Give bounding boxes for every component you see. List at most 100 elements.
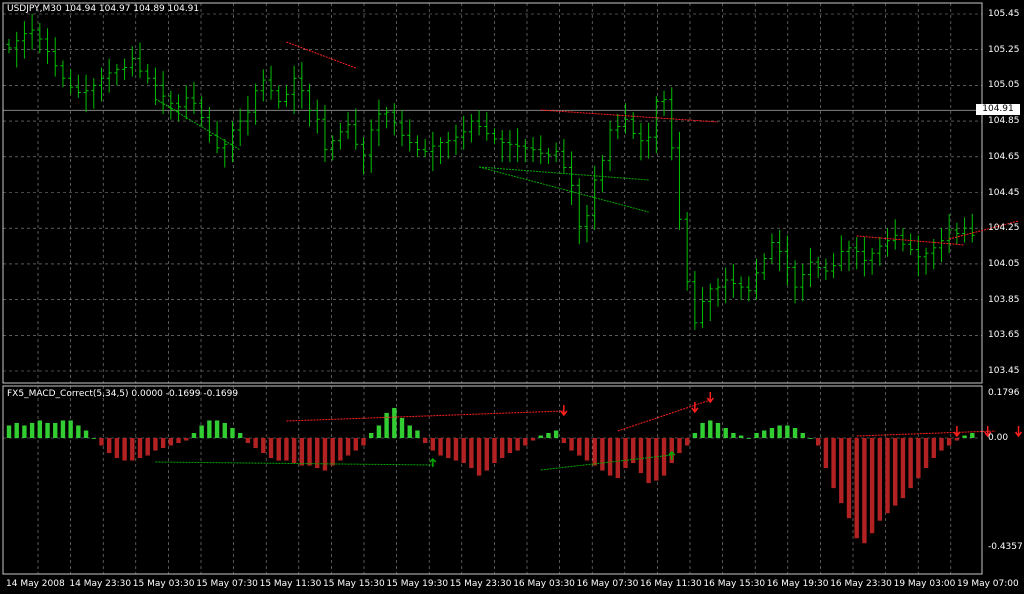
histogram-bar — [153, 438, 158, 451]
price-bar — [45, 28, 51, 64]
histogram-bar — [731, 432, 736, 438]
time-axis-label: 15 May 11:30 — [259, 579, 322, 589]
histogram-bar — [584, 438, 590, 461]
price-bar — [98, 67, 104, 102]
histogram-bar — [708, 420, 713, 438]
histogram-bar — [91, 438, 96, 439]
histogram-bar — [168, 438, 174, 446]
time-axis-label: 15 May 19:30 — [386, 579, 449, 589]
current-price-tag: 104.91 — [976, 104, 1020, 115]
histogram-bar — [931, 438, 936, 459]
histogram-bar — [646, 438, 651, 484]
price-bar — [206, 106, 212, 143]
histogram-bar — [407, 425, 412, 438]
indicator-name: FX5_MACD_Correct(5,34,5) — [7, 389, 129, 399]
histogram-bar — [661, 438, 667, 476]
histogram-bar — [785, 425, 790, 438]
price-bar — [376, 99, 382, 147]
price-bar — [438, 137, 444, 164]
histogram-bar — [723, 427, 728, 438]
indicator-axis-label: 0.00 — [988, 433, 1009, 443]
price-bar — [307, 83, 313, 127]
histogram-bar — [361, 438, 366, 446]
bull-divergence-line — [479, 166, 649, 181]
price-bar — [684, 212, 690, 291]
main-chart-title: USDJPY,M30 104.94 104.97 104.89 104.91 — [7, 4, 199, 15]
histogram-bar — [815, 438, 821, 446]
histogram-bar — [399, 417, 405, 438]
price-bar — [530, 137, 536, 163]
time-axis-label: 15 May 23:30 — [449, 579, 512, 589]
price-bar — [730, 263, 736, 298]
price-bar — [152, 67, 158, 106]
price-bar — [176, 94, 182, 122]
bull-divergence-line — [540, 454, 672, 471]
price-bar — [599, 155, 605, 193]
indicator-window-frame — [2, 385, 983, 575]
histogram-bar — [338, 438, 343, 461]
price-bar — [91, 78, 97, 109]
histogram-bar — [14, 422, 19, 438]
histogram-bar — [908, 438, 913, 489]
price-bar — [931, 238, 937, 270]
price-bar — [399, 110, 405, 147]
price-bar — [268, 65, 274, 100]
histogram-bar — [45, 422, 50, 438]
price-bar — [492, 128, 497, 145]
price-axis-label: 104.05 — [988, 258, 1020, 269]
price-bar — [877, 237, 883, 266]
histogram-bar — [492, 438, 497, 464]
indicator-values: 0.0000 -0.1699 -0.1699 — [131, 389, 239, 399]
time-axis-label: 19 May 07:00 — [957, 579, 1019, 589]
price-bar — [592, 165, 598, 230]
histogram-bar — [392, 407, 397, 438]
price-axis-label: 105.25 — [988, 44, 1020, 55]
histogram-bar — [954, 438, 960, 441]
histogram-bar — [507, 438, 513, 454]
price-axis-label: 105.05 — [988, 80, 1020, 91]
price-bar — [630, 112, 636, 139]
time-axis-label: 14 May 2008 — [6, 579, 65, 589]
histogram-bar — [592, 438, 597, 466]
histogram-bar — [631, 438, 636, 464]
price-bar — [214, 121, 220, 154]
histogram-bar — [191, 432, 197, 438]
histogram-bar — [623, 438, 628, 469]
indicator-axis-label: -0.4357 — [988, 542, 1023, 553]
histogram-bar — [738, 435, 744, 438]
time-axis-label: 19 May 03:00 — [893, 579, 956, 589]
histogram-bar — [130, 438, 135, 461]
price-bar — [322, 105, 328, 163]
price-bar — [692, 271, 698, 330]
price-bar — [584, 204, 590, 243]
price-bar — [861, 237, 867, 277]
price-bar — [838, 235, 844, 272]
histogram-bar — [600, 438, 605, 471]
histogram-bar — [345, 438, 351, 456]
price-bar — [777, 229, 783, 272]
histogram-bar — [808, 438, 813, 439]
price-bar — [291, 65, 297, 114]
price-bar — [21, 21, 27, 59]
histogram-bar — [284, 438, 289, 461]
histogram-bar — [769, 427, 775, 438]
price-bar — [800, 263, 806, 302]
price-bar — [345, 112, 351, 139]
histogram-bar — [114, 438, 120, 459]
bull-divergence-line — [155, 461, 433, 466]
histogram-bar — [692, 432, 698, 438]
price-bar — [461, 115, 467, 150]
price-bar — [869, 247, 875, 275]
price-bar — [222, 138, 228, 168]
price-axis-label: 104.45 — [988, 187, 1020, 198]
histogram-bar — [484, 438, 489, 471]
histogram-bar — [970, 432, 975, 438]
price-bar — [954, 222, 960, 245]
bull-divergence-line — [155, 98, 241, 151]
histogram-bar — [214, 420, 220, 438]
histogram-bar — [237, 432, 243, 438]
price-bar — [962, 217, 968, 243]
price-bar — [746, 276, 752, 302]
price-bar — [422, 138, 428, 157]
